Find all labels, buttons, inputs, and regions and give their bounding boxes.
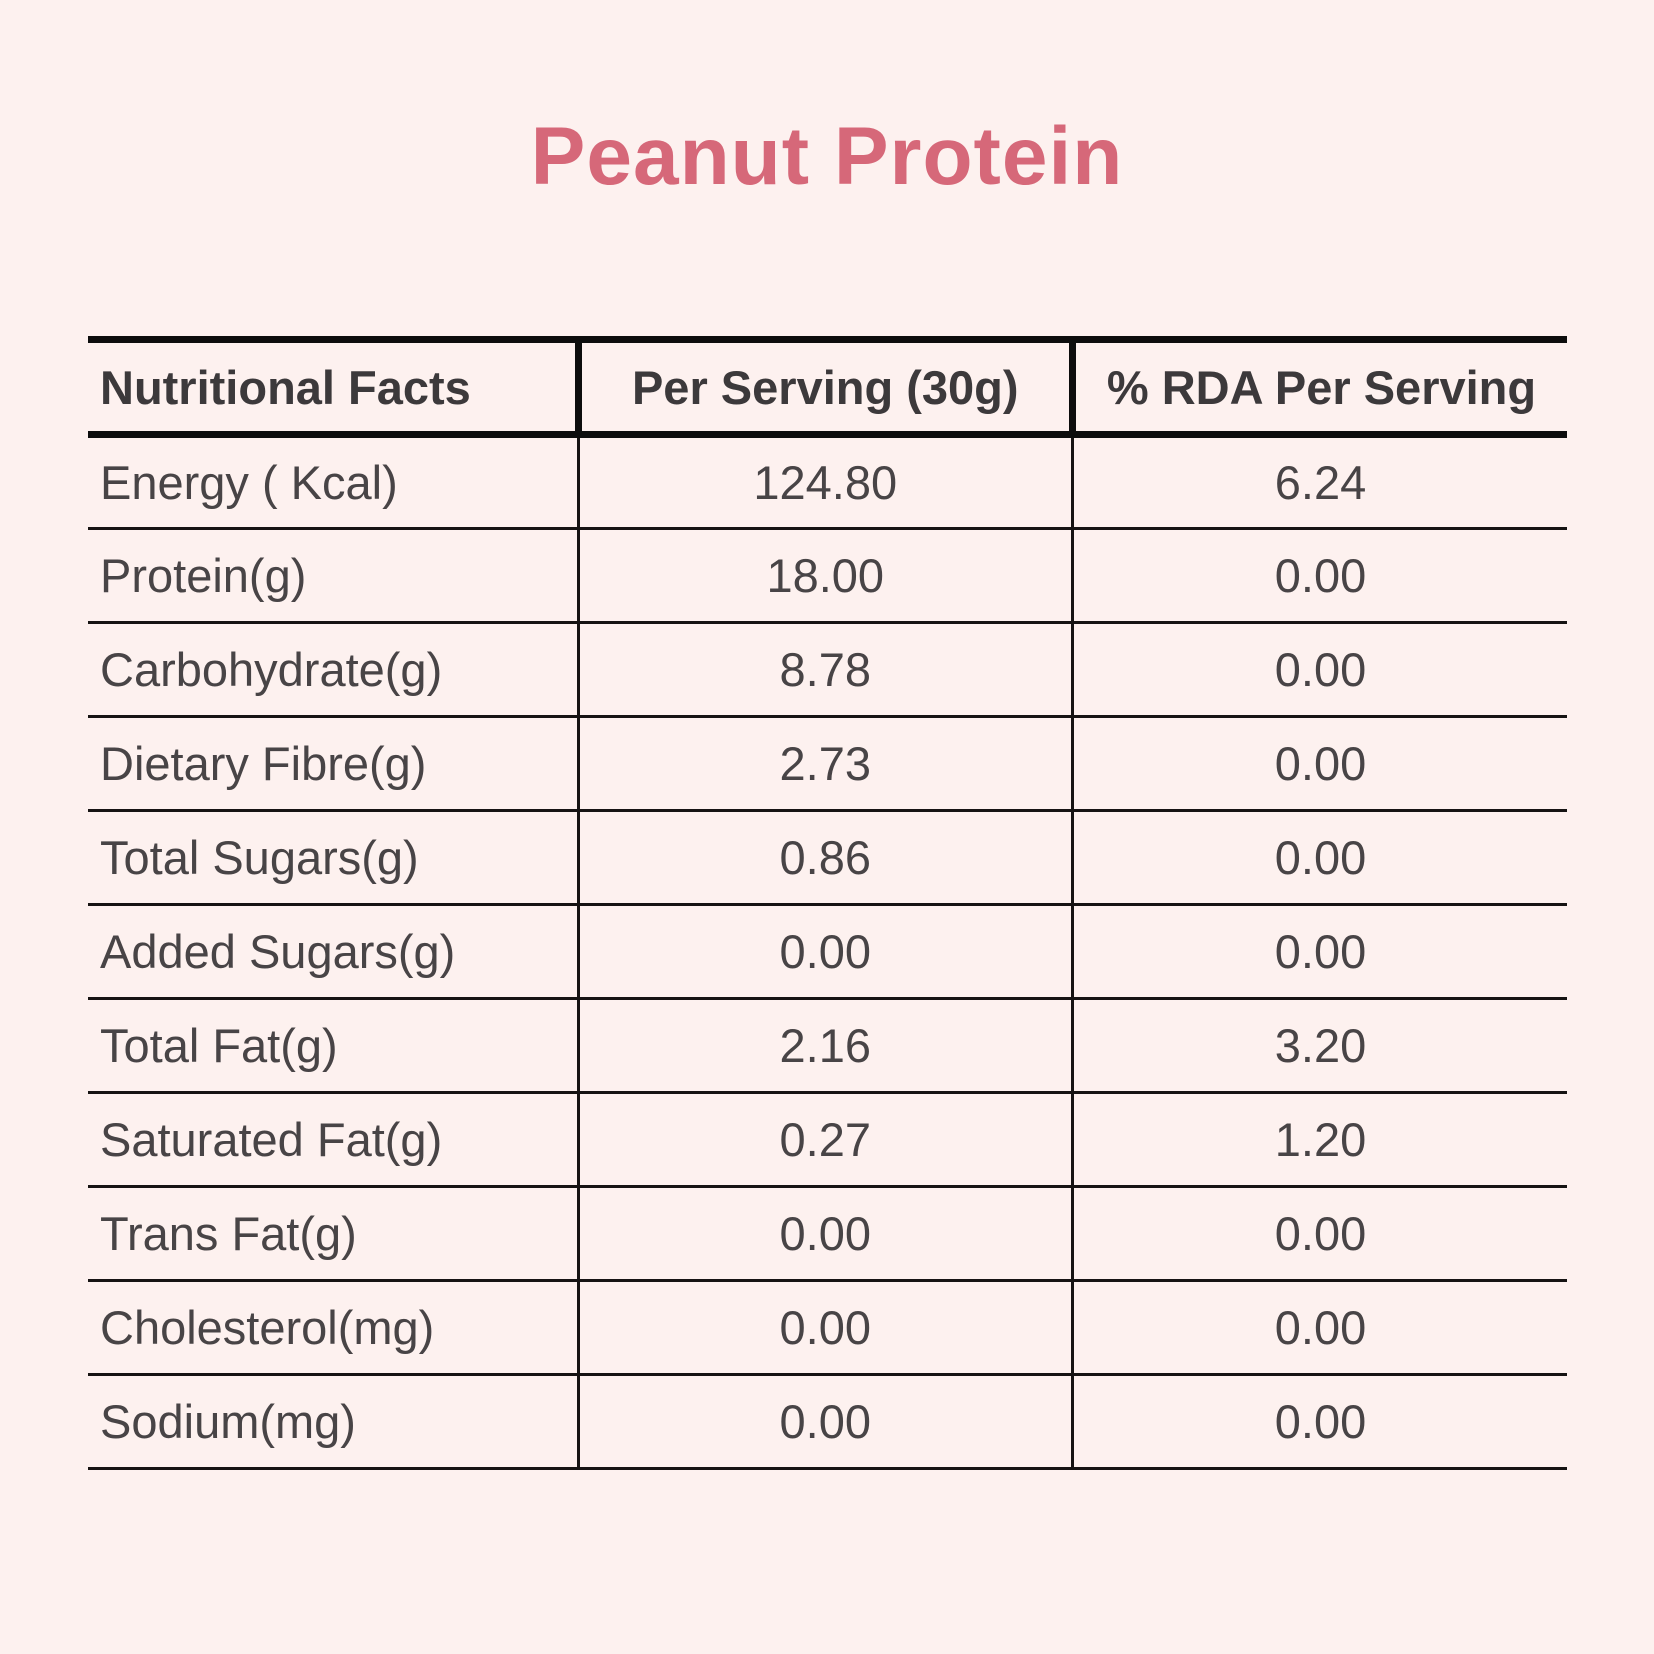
per-serving-value: 0.86 [576,810,1073,907]
table-header: Nutritional Facts Per Serving (30g) % RD… [88,336,1567,439]
per-serving-value: 8.78 [576,622,1073,719]
table-row-added-sugars: Added Sugars(g) 0.00 0.00 [88,904,1567,1001]
per-serving-value: 2.73 [576,716,1073,813]
rda-value: 3.20 [1071,998,1567,1095]
header-row: Nutritional Facts Per Serving (30g) % RD… [88,336,1567,439]
nutrient-label: Saturated Fat(g) [88,1092,578,1189]
table-row-sodium: Sodium(mg) 0.00 0.00 [88,1374,1567,1471]
nutrient-label: Added Sugars(g) [88,904,578,1001]
per-serving-value: 0.00 [576,1280,1073,1377]
table-row-total-sugars: Total Sugars(g) 0.86 0.00 [88,810,1567,907]
table-row-carbohydrate: Carbohydrate(g) 8.78 0.00 [88,622,1567,719]
nutrient-label: Trans Fat(g) [88,1186,578,1283]
table-row-energy: Energy ( Kcal) 124.80 6.24 [88,434,1567,531]
rda-value: 0.00 [1071,904,1567,1001]
col-header-per-serving: Per Serving (30g) [574,336,1073,439]
rda-value: 0.00 [1071,1280,1567,1377]
rda-value: 1.20 [1071,1092,1567,1189]
table-row-cholesterol: Cholesterol(mg) 0.00 0.00 [88,1280,1567,1377]
nutrient-label: Sodium(mg) [88,1374,578,1471]
rda-value: 0.00 [1071,810,1567,907]
nutrition-facts-table: Nutritional Facts Per Serving (30g) % RD… [88,336,1567,1471]
per-serving-value: 0.27 [576,1092,1073,1189]
per-serving-value: 0.00 [576,1186,1073,1283]
table-row-saturated-fat: Saturated Fat(g) 0.27 1.20 [88,1092,1567,1189]
nutrient-label: Energy ( Kcal) [88,434,578,531]
nutrient-label: Protein(g) [88,528,578,625]
per-serving-value: 0.00 [576,1374,1073,1471]
per-serving-value: 0.00 [576,904,1073,1001]
nutrient-label: Dietary Fibre(g) [88,716,578,813]
page-title: Peanut Protein [530,111,1124,202]
table-row-total-fat: Total Fat(g) 2.16 3.20 [88,998,1567,1095]
nutrient-label: Total Sugars(g) [88,810,578,907]
table-body: Energy ( Kcal) 124.80 6.24 Protein(g) 18… [88,434,1567,1471]
col-header-nutritional-facts: Nutritional Facts [88,336,578,439]
rda-value: 0.00 [1071,1374,1567,1471]
per-serving-value: 2.16 [576,998,1073,1095]
rda-value: 6.24 [1071,434,1567,531]
table-row-dietary-fibre: Dietary Fibre(g) 2.73 0.00 [88,716,1567,813]
rda-value: 0.00 [1071,716,1567,813]
per-serving-value: 124.80 [576,434,1073,531]
table-row-protein: Protein(g) 18.00 0.00 [88,528,1567,625]
rda-value: 0.00 [1071,622,1567,719]
rda-value: 0.00 [1071,528,1567,625]
nutrient-label: Total Fat(g) [88,998,578,1095]
nutrient-label: Carbohydrate(g) [88,622,578,719]
per-serving-value: 18.00 [576,528,1073,625]
nutrient-label: Cholesterol(mg) [88,1280,578,1377]
rda-value: 0.00 [1071,1186,1567,1283]
col-header-rda-per-serving: % RDA Per Serving [1069,336,1567,439]
table-row-trans-fat: Trans Fat(g) 0.00 0.00 [88,1186,1567,1283]
